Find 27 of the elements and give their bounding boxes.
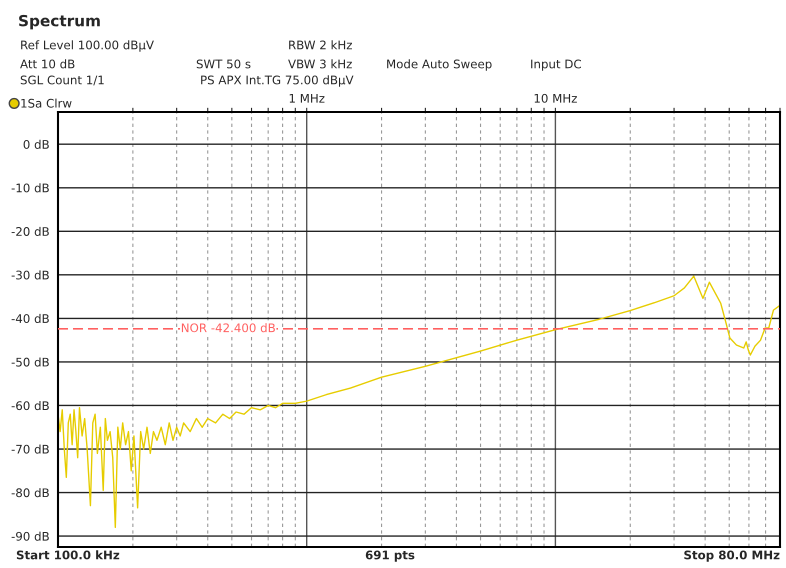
- text: RBW 2 kHz: [289, 40, 352, 50]
- text: SWT 50 s: [196, 59, 250, 68]
- text: Att 10 dB: [20, 59, 74, 68]
- text: Stop 80.0 MHz: [684, 550, 780, 562]
- y-tick-label: -90 dB: [12, 532, 49, 541]
- text: SGL Count 1/1: [20, 75, 104, 86]
- y-tick-label: -60 dB: [12, 401, 49, 410]
- text: PS APX Int.TG 75.00 dBµV: [201, 75, 354, 87]
- y-tick-label: -70 dB: [12, 444, 49, 454]
- text: Input DC: [531, 59, 582, 71]
- text: Ref Level 100.00 dBµV: [21, 40, 154, 52]
- text: VBW 3 kHz: [288, 59, 352, 68]
- legend-label: 1Sa Clrw: [21, 98, 72, 108]
- y-tick-label: -10 dB: [12, 183, 49, 192]
- y-tick-label: -20 dB: [12, 226, 49, 236]
- y-tick-label: -40 dB: [12, 314, 49, 324]
- text: Start 100.0 kHz: [16, 550, 120, 560]
- chart-title: Spectrum: [19, 14, 100, 30]
- y-tick-label: 0 dB: [24, 140, 49, 149]
- y-tick-label: -30 dB: [12, 270, 49, 280]
- x-tick-label: 10 MHz: [534, 94, 577, 103]
- ref-line-label: NOR -42.400 dB: [182, 323, 275, 332]
- y-tick-label: -50 dB: [12, 357, 49, 367]
- text: Mode Auto Sweep: [387, 59, 492, 71]
- x-tick-label: 1 MHz: [290, 94, 324, 103]
- text: 691 pts: [366, 550, 414, 562]
- y-tick-label: -80 dB: [12, 488, 49, 498]
